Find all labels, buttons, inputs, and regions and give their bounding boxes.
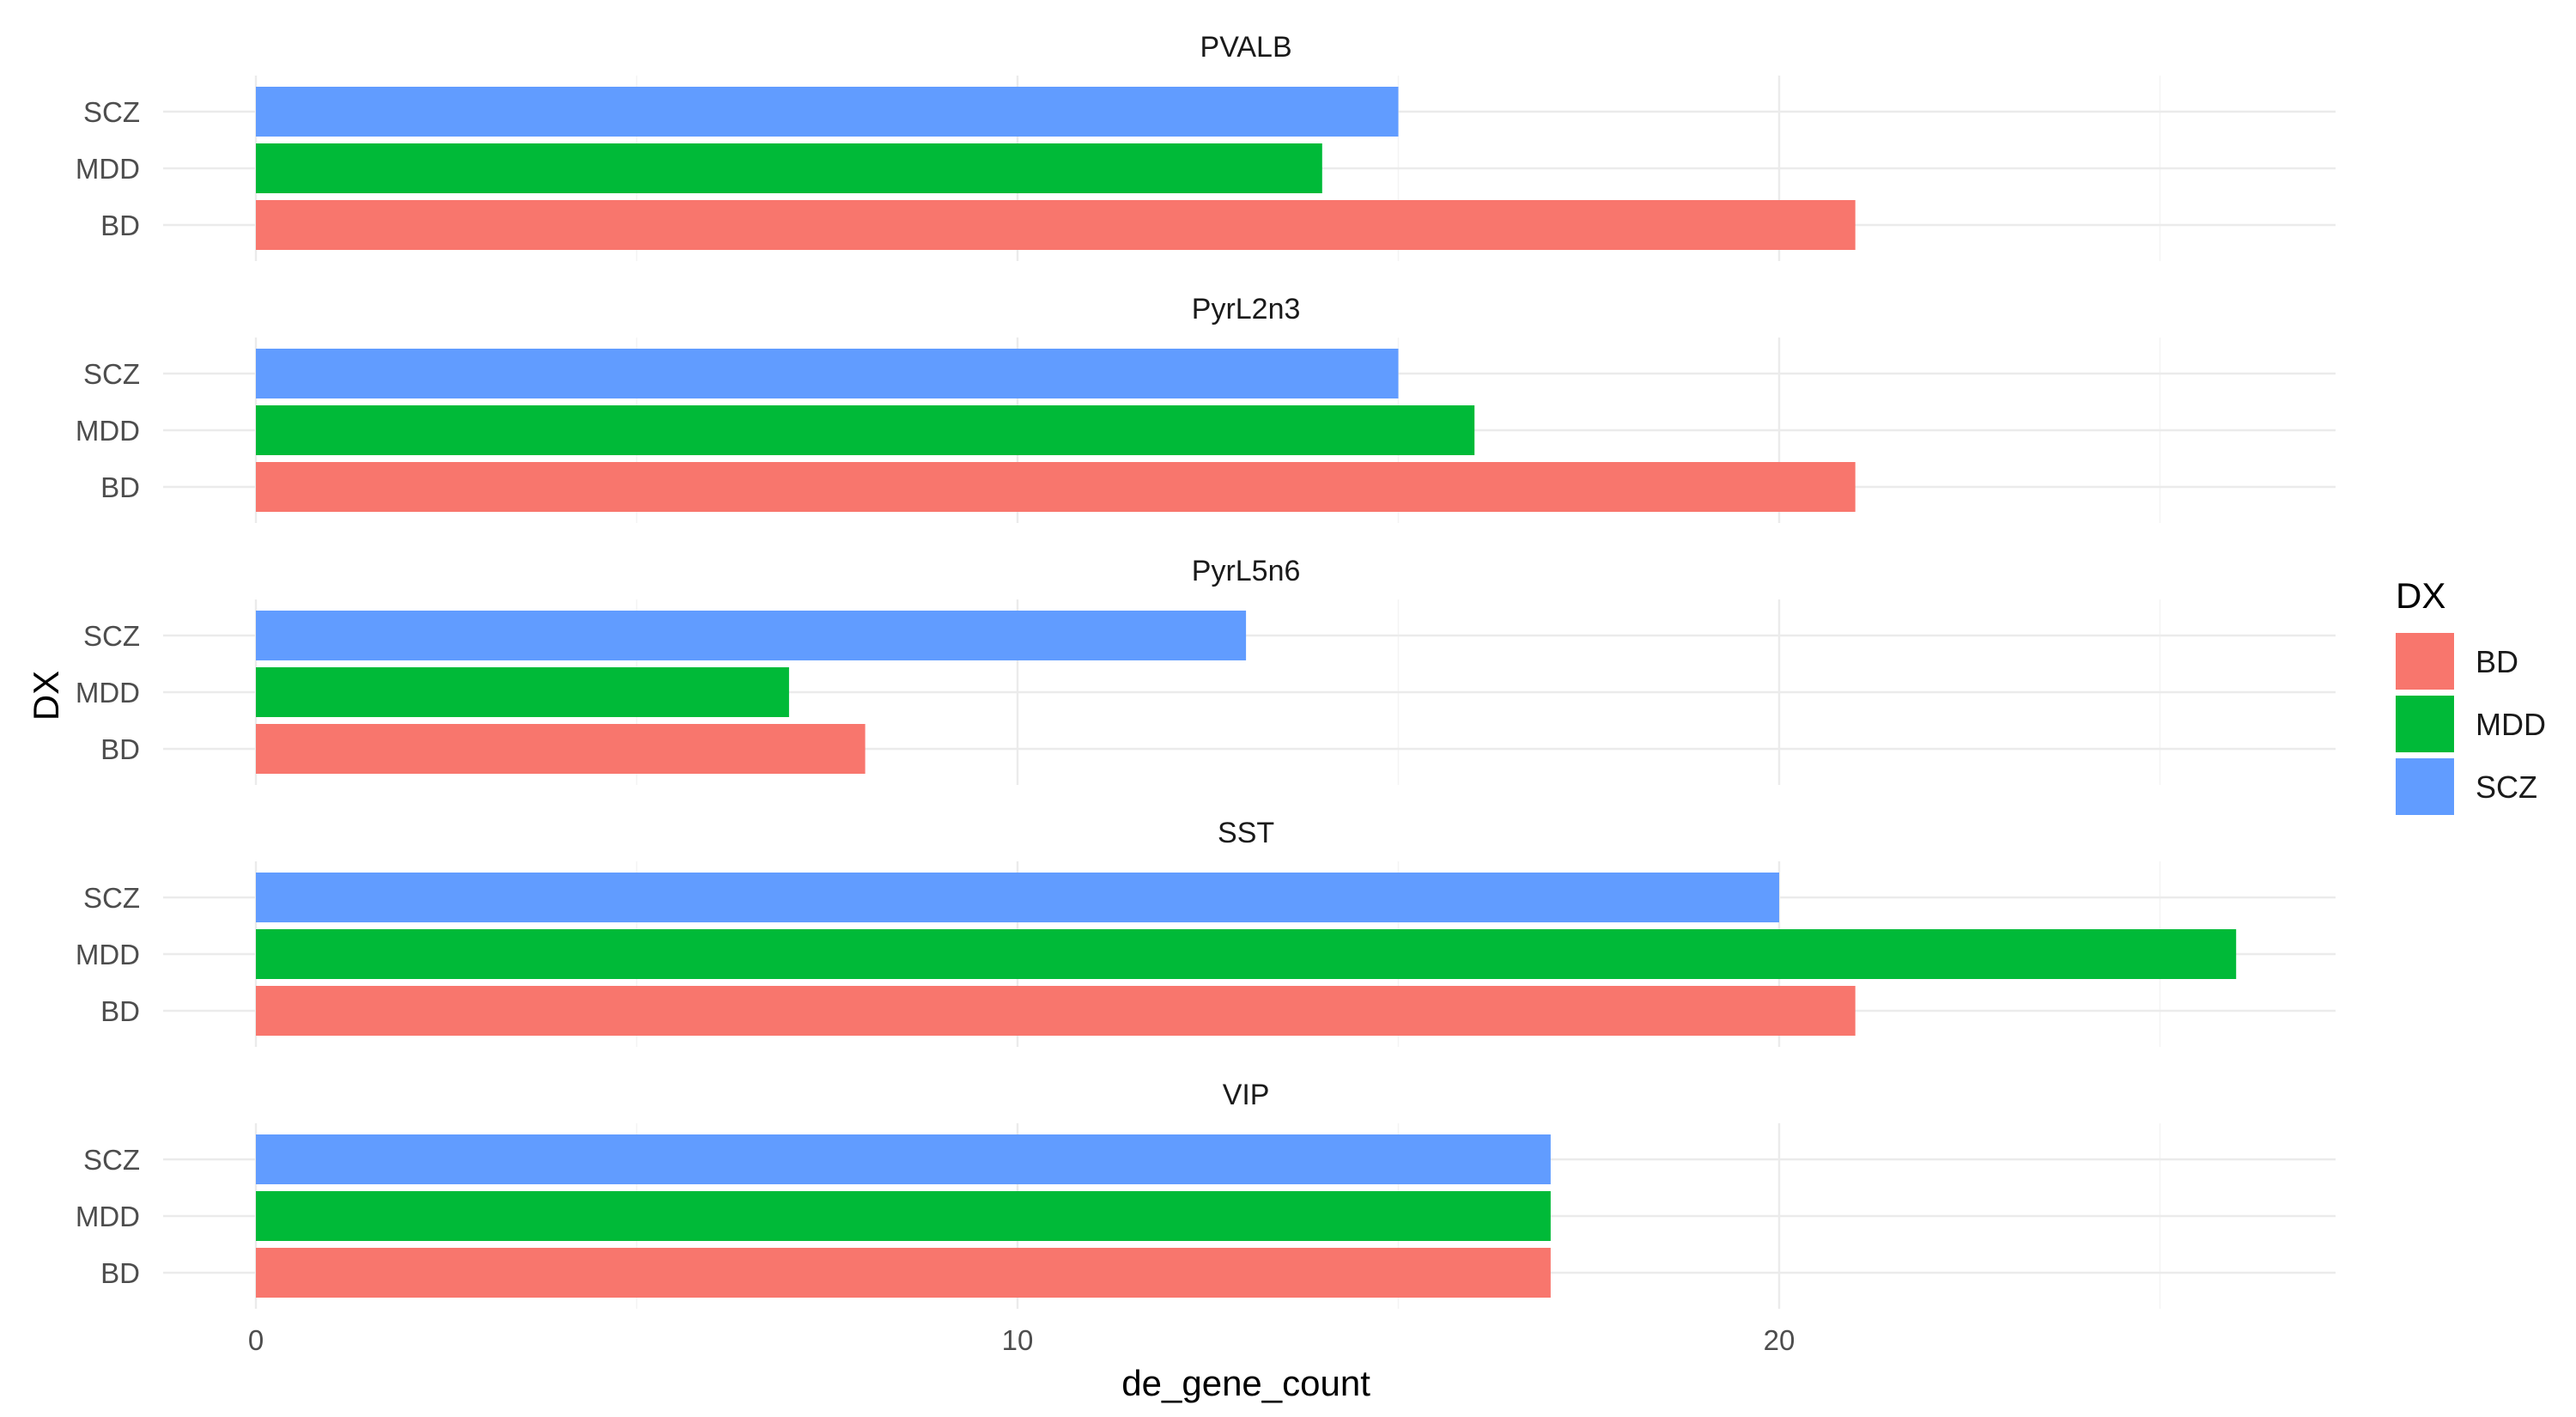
y-tick-label: MDD bbox=[76, 153, 140, 185]
y-tick-label: SCZ bbox=[83, 620, 140, 652]
legend-label: BD bbox=[2476, 644, 2518, 679]
y-tick-label: SCZ bbox=[83, 1144, 140, 1176]
bar-sst-bd bbox=[256, 986, 1856, 1036]
x-tick-label: 10 bbox=[1002, 1324, 1034, 1356]
bar-vip-bd bbox=[256, 1248, 1551, 1298]
legend-label: MDD bbox=[2476, 707, 2546, 742]
legend-label: SCZ bbox=[2476, 769, 2537, 805]
bar-sst-scz bbox=[256, 873, 1779, 922]
y-tick-label: MDD bbox=[76, 415, 140, 447]
bar-pvalb-bd bbox=[256, 200, 1856, 250]
y-tick-label: MDD bbox=[76, 939, 140, 970]
y-tick-label: BD bbox=[100, 733, 140, 765]
panel-pyrl5n6: PyrL5n6 SCZ MDD BD bbox=[76, 555, 2336, 785]
y-tick-label: SCZ bbox=[83, 358, 140, 390]
y-tick-label: BD bbox=[100, 210, 140, 241]
panel-title: PVALB bbox=[1200, 31, 1292, 64]
x-axis: 0 10 20 bbox=[248, 1324, 1795, 1356]
x-tick-label: 20 bbox=[1764, 1324, 1795, 1356]
panel-vip: VIP SCZ MDD BD bbox=[76, 1079, 2336, 1309]
panel-title: PyrL2n3 bbox=[1192, 293, 1301, 325]
chart-panels: PVALB SCZ MDD BD PyrL2n3 SCZ MDD BD PyrL5n6 SCZ MD… bbox=[76, 31, 2336, 1309]
bar-pyrl5n6-bd bbox=[256, 724, 866, 774]
legend-key-mdd bbox=[2396, 696, 2454, 752]
panel-sst: SST SCZ MDD BD bbox=[76, 817, 2336, 1047]
bar-vip-scz bbox=[256, 1134, 1551, 1184]
bar-pvalb-mdd bbox=[256, 143, 1322, 193]
bar-sst-mdd bbox=[256, 929, 2237, 979]
legend-key-bd bbox=[2396, 633, 2454, 690]
panel-title: VIP bbox=[1223, 1079, 1270, 1111]
bar-pyrl2n3-mdd bbox=[256, 405, 1475, 455]
y-tick-label: MDD bbox=[76, 1201, 140, 1232]
x-tick-label: 0 bbox=[248, 1324, 264, 1356]
y-tick-label: BD bbox=[100, 471, 140, 503]
y-axis-title: DX bbox=[26, 671, 66, 721]
legend: DX BD MDD SCZ bbox=[2396, 575, 2546, 815]
y-tick-label: SCZ bbox=[83, 882, 140, 914]
y-tick-label: SCZ bbox=[83, 96, 140, 128]
bar-pyrl2n3-bd bbox=[256, 462, 1856, 512]
panel-pvalb: PVALB SCZ MDD BD bbox=[76, 31, 2336, 261]
y-tick-label: BD bbox=[100, 995, 140, 1027]
legend-title: DX bbox=[2396, 575, 2445, 616]
y-tick-label: BD bbox=[100, 1257, 140, 1289]
y-tick-label: MDD bbox=[76, 677, 140, 708]
panel-title: SST bbox=[1218, 817, 1274, 849]
bar-pyrl5n6-mdd bbox=[256, 667, 789, 717]
panel-title: PyrL5n6 bbox=[1192, 555, 1301, 587]
bar-pvalb-scz bbox=[256, 87, 1399, 137]
legend-key-scz bbox=[2396, 758, 2454, 815]
bar-pyrl2n3-scz bbox=[256, 349, 1399, 398]
bar-vip-mdd bbox=[256, 1191, 1551, 1241]
bar-pyrl5n6-scz bbox=[256, 611, 1247, 660]
x-axis-title: de_gene_count bbox=[1121, 1363, 1370, 1403]
panel-pyrl2n3: PyrL2n3 SCZ MDD BD bbox=[76, 293, 2336, 523]
